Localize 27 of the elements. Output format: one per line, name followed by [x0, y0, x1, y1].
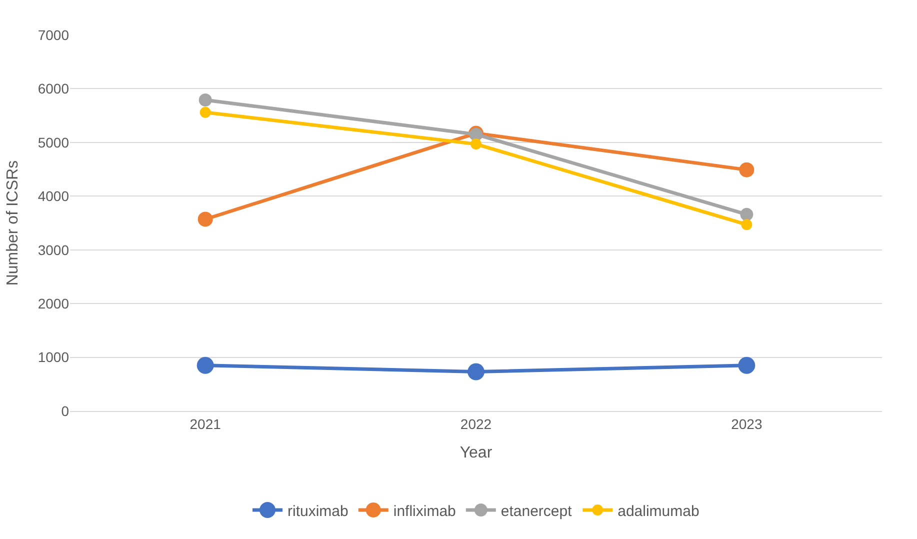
- legend-label: rituximab: [288, 502, 348, 520]
- x-tick-label: 2021: [190, 416, 222, 432]
- x-axis-title: Year: [460, 444, 493, 462]
- point: [196, 356, 214, 374]
- y-tick-label: 7000: [38, 26, 70, 43]
- y-tick-label: 1000: [38, 349, 70, 366]
- y-tick-label: 3000: [38, 242, 70, 258]
- y-tick-label: 4000: [38, 188, 70, 204]
- y-tick-label: 6000: [38, 80, 70, 97]
- point: [468, 363, 484, 380]
- legend-label: infliximab: [393, 502, 456, 520]
- x-tick-label: 2023: [731, 416, 762, 432]
- y-tick-label: 2000: [38, 295, 70, 312]
- point: [738, 356, 756, 374]
- y-tick-label: 0: [61, 402, 70, 419]
- y-axis-title: Number of ICSRs: [4, 160, 22, 286]
- x-tick-label: 2022: [460, 416, 492, 432]
- point: [198, 212, 213, 227]
- point: [470, 138, 482, 150]
- legend-label: adalimumab: [618, 502, 700, 520]
- y-tick-label: 5000: [38, 134, 70, 150]
- point: [739, 162, 754, 178]
- point: [200, 106, 211, 118]
- point: [740, 208, 754, 221]
- legend-label: etanercept: [500, 502, 573, 520]
- point: [741, 219, 752, 230]
- point: [198, 93, 212, 106]
